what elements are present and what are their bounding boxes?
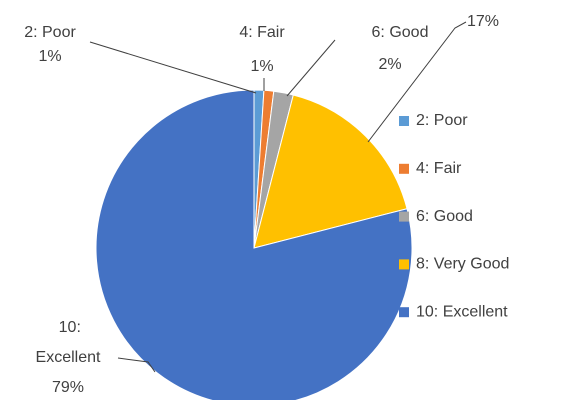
legend-swatch [399, 259, 409, 270]
leader-line [286, 39, 336, 97]
data-label-name: 2: Poor [24, 24, 76, 41]
data-label: 1% [250, 58, 273, 75]
legend-swatch [399, 116, 409, 126]
pie-slice [95, 89, 413, 400]
pie-slice [253, 94, 408, 249]
legend-label: 4: Fair [416, 160, 462, 177]
data-label: 79% [52, 379, 84, 396]
legend-label: 10: Excellent [416, 303, 508, 320]
data-label-name: 4: Fair [239, 24, 285, 41]
leader-line [117, 357, 156, 373]
data-label: 1% [38, 48, 61, 65]
data-label-name: 6: Good [372, 24, 429, 41]
legend-swatch [399, 307, 409, 318]
data-label: 2% [378, 56, 401, 73]
data-label-name: 10: Excellent [36, 319, 101, 366]
legend-swatch [399, 211, 409, 222]
data-label: 17% [467, 13, 499, 30]
legend-swatch [399, 163, 409, 174]
legend-label: 6: Good [416, 208, 473, 225]
leader-line [89, 41, 257, 94]
leader-line [367, 21, 467, 143]
legend-label: 2: Poor [416, 112, 468, 129]
legend-label: 8: Very Good [416, 256, 509, 273]
